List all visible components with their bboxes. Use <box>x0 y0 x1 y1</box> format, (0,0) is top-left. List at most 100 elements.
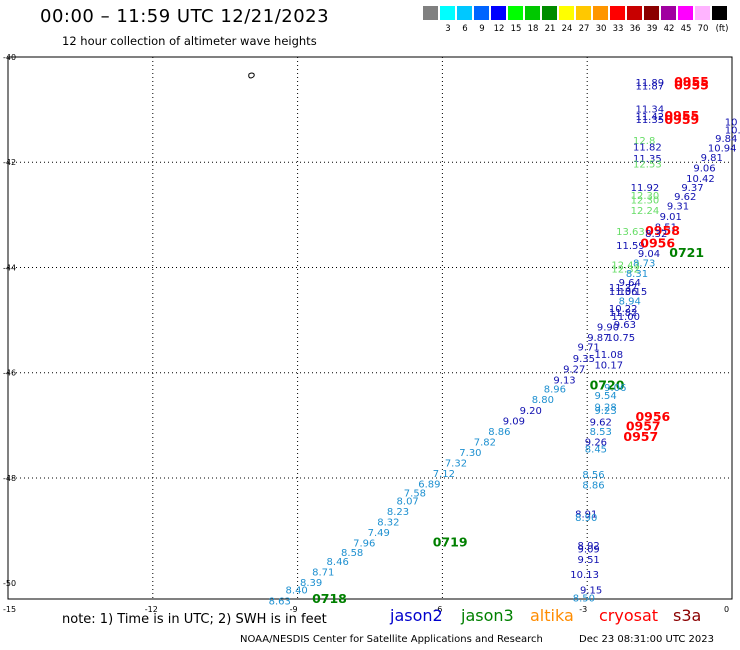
wave-height-label: 12.32 <box>611 265 640 276</box>
wave-height-label: 7.12 <box>433 469 455 480</box>
wave-height-label: 12.53 <box>633 160 662 171</box>
wave-height-label: 8.07 <box>397 496 419 507</box>
wave-height-label: 9.71 <box>578 343 600 354</box>
wave-height-label: 9.62 <box>590 417 612 428</box>
color-swatch <box>712 6 727 20</box>
color-swatch-label: 70 <box>697 24 709 34</box>
wave-height-label: 9.13 <box>553 375 575 386</box>
color-swatch-label: 15 <box>510 24 522 34</box>
wave-height-label: 10 <box>725 117 738 128</box>
wave-height-label: 8.73 <box>633 258 655 269</box>
pass-time-label: 0957 <box>626 419 661 434</box>
wave-height-label: 11.82 <box>609 308 638 319</box>
color-swatch <box>661 6 676 20</box>
color-swatch <box>525 6 540 20</box>
wave-height-label: 8.40 <box>286 586 308 597</box>
color-swatch <box>678 6 693 20</box>
wave-height-label: 8.53 <box>590 427 612 438</box>
wave-height-label: 9.54 <box>594 391 616 402</box>
map-title: 00:00 – 11:59 UTC 12/21/2023 <box>40 6 330 27</box>
map-subtitle: 12 hour collection of altimeter wave hei… <box>62 34 317 48</box>
color-swatch-label: 45 <box>680 24 692 34</box>
wave-height-label: 11.37 <box>609 283 638 294</box>
wave-height-label: 9.64 <box>619 278 641 289</box>
legend-item-s3a: s3a <box>673 606 702 625</box>
color-swatch-label: 30 <box>595 24 607 34</box>
wave-height-label: 8.80 <box>532 395 554 406</box>
wave-height-label: 7.82 <box>474 437 496 448</box>
wave-height-label: 9.62 <box>674 192 696 203</box>
island-outline <box>248 72 255 79</box>
wave-height-label: 8.96 <box>544 385 566 396</box>
wave-height-label: 11.89 <box>635 78 664 89</box>
color-swatch-label: 18 <box>527 24 539 34</box>
latitude-label: -40 <box>3 53 16 62</box>
wave-height-label: 8.92 <box>578 541 600 552</box>
color-swatch-label: 27 <box>578 24 590 34</box>
latitude-label: -46 <box>3 369 16 378</box>
pass-time-label: 0955 <box>674 74 709 89</box>
legend-item-cryosat: cryosat <box>599 606 659 625</box>
wave-height-label: 8.31 <box>626 269 648 280</box>
wave-height-label: 9.06 <box>604 383 626 394</box>
footer-note: note: 1) Time is in UTC; 2) SWH is in fe… <box>62 612 327 627</box>
legend-item-altika: altika <box>530 606 574 625</box>
color-swatch <box>593 6 608 20</box>
pass-time-label: 0720 <box>590 378 625 393</box>
color-swatch <box>695 6 710 20</box>
wave-height-label: 10.22 <box>609 304 638 315</box>
wave-height-label: 8.86 <box>582 480 604 491</box>
wave-height-label: 8.56 <box>582 470 604 481</box>
wave-height-label: 11.42 <box>635 112 664 123</box>
credit-line: NOAA/NESDIS Center for Satellite Applica… <box>240 634 543 645</box>
pass-time-label: 0959 <box>664 112 699 127</box>
wave-height-label: 10.13 <box>570 570 599 581</box>
wave-height-label: 9.87 <box>587 333 609 344</box>
color-swatch <box>576 6 591 20</box>
wave-height-label: 8.51 <box>655 223 677 234</box>
wave-height-label: 7.58 <box>404 488 426 499</box>
color-swatch-label: 6 <box>462 24 468 34</box>
wave-height-label: 10.94 <box>708 144 737 155</box>
latitude-label: -50 <box>3 579 16 588</box>
wave-height-label: 8.32 <box>645 229 667 240</box>
latitude-label: -42 <box>3 158 16 167</box>
pass-time-label: 0955 <box>674 78 709 93</box>
wave-height-label: 9.26 <box>585 437 607 448</box>
pass-time-label: 0718 <box>312 591 347 606</box>
wave-height-label: 9.28 <box>594 403 616 414</box>
wave-height-label: 11.59 <box>616 241 645 252</box>
wave-height-label: 9.84 <box>715 134 737 145</box>
color-swatch-label: 12 <box>493 24 505 34</box>
wave-height-label: 8.50 <box>573 594 595 605</box>
wave-height-label: 6.89 <box>418 479 440 490</box>
latitude-label: -48 <box>3 474 16 483</box>
wave-height-label: 9.51 <box>578 555 600 566</box>
pass-time-label: 0719 <box>433 534 468 549</box>
color-swatch <box>559 6 574 20</box>
wave-height-label: 8.23 <box>387 507 409 518</box>
wave-height-label: 7.49 <box>368 528 390 539</box>
wave-height-label: 12.24 <box>631 206 660 217</box>
color-swatch <box>491 6 506 20</box>
latitude-label: -44 <box>3 263 16 272</box>
wave-height-label: 12.43 <box>611 261 640 272</box>
color-swatch-label: 24 <box>561 24 573 34</box>
wave-height-label: 9.15 <box>580 586 602 597</box>
wave-height-label: 8.45 <box>585 445 607 456</box>
wave-height-label: 11.36 <box>609 287 638 298</box>
wave-height-label: 9.09 <box>578 545 600 556</box>
legend-item-jason3: jason3 <box>461 606 514 625</box>
legend-item-jason2: jason2 <box>390 606 443 625</box>
wave-height-label: 10.42 <box>686 174 715 185</box>
pass-time-label: 0956 <box>640 235 675 250</box>
wave-height-label: 9.06 <box>693 164 715 175</box>
wave-height-label: 10.7 <box>725 125 740 136</box>
pass-time-label: 0721 <box>669 245 704 260</box>
pass-time-label: 0957 <box>623 429 658 444</box>
wave-height-label: 11.87 <box>635 82 664 93</box>
longitude-label: 0 <box>724 605 729 614</box>
generated-timestamp: Dec 23 08:31:00 UTC 2023 <box>579 634 714 645</box>
wave-height-label: 8.86 <box>488 427 510 438</box>
